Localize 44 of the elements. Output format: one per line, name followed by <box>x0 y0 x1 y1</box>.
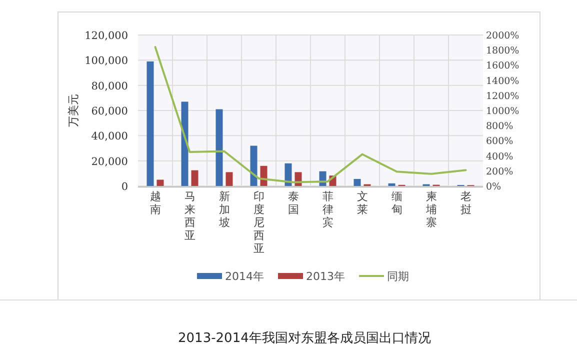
y2-tick-label: 800% <box>486 121 514 132</box>
x-tick-label: 泰国 <box>288 190 299 216</box>
x-tick-label: 老挝 <box>460 190 472 216</box>
y2-tick-label: 400% <box>486 151 514 162</box>
y-tick-label: 60,000 <box>91 106 128 118</box>
legend-label: 2014年 <box>225 270 264 283</box>
y2-tick-label: 2000% <box>486 30 520 42</box>
bar <box>216 109 223 186</box>
x-tick-label: 马来西亚 <box>184 190 196 242</box>
text: 2013-2014年我国对东盟各成员国出口情况 <box>178 331 431 346</box>
y2-tick-label: 0% <box>486 182 502 192</box>
y2-tick-label: 1200% <box>486 90 520 102</box>
bar <box>250 146 258 186</box>
bar <box>284 163 292 186</box>
y2-tick-label: 1000% <box>486 106 520 117</box>
y2-tick-label: 600% <box>486 136 514 148</box>
y2-tick-label: 1800% <box>486 46 520 57</box>
y-tick-label: 100,000 <box>84 55 128 68</box>
bar <box>156 180 164 186</box>
x-tick-label: 新加坡 <box>218 190 230 229</box>
y2-tick-label: 1600% <box>486 60 520 72</box>
x-tick-label: 菲律宾 <box>322 190 334 229</box>
y-axis-title: 万美元 <box>67 94 80 127</box>
x-tick-label: 柬埔寨 <box>424 190 437 229</box>
x-tick-label: 缅甸 <box>391 190 402 216</box>
bar <box>191 170 198 186</box>
y-tick-label: 20,000 <box>91 156 128 168</box>
x-tick-label: 印度尼西亚 <box>253 190 264 255</box>
y-tick-label: 80,000 <box>91 80 128 92</box>
bar <box>226 172 233 186</box>
y2-tick-label: 200% <box>486 166 514 178</box>
bar <box>181 102 188 186</box>
legend-label: 2013年 <box>306 270 345 283</box>
bar <box>146 61 154 186</box>
y-tick-label: 120,000 <box>84 30 128 42</box>
y2-tick-label: 1400% <box>486 76 520 87</box>
x-tick-label: 文莱 <box>356 190 368 216</box>
bar <box>388 183 396 186</box>
y-tick-label: 40,000 <box>91 130 128 143</box>
line-series <box>154 46 467 184</box>
x-tick-label: 越南 <box>150 190 161 216</box>
y-tick-label: 0 <box>121 181 128 193</box>
bar <box>354 178 361 186</box>
legend-label: 同期 <box>387 270 409 283</box>
